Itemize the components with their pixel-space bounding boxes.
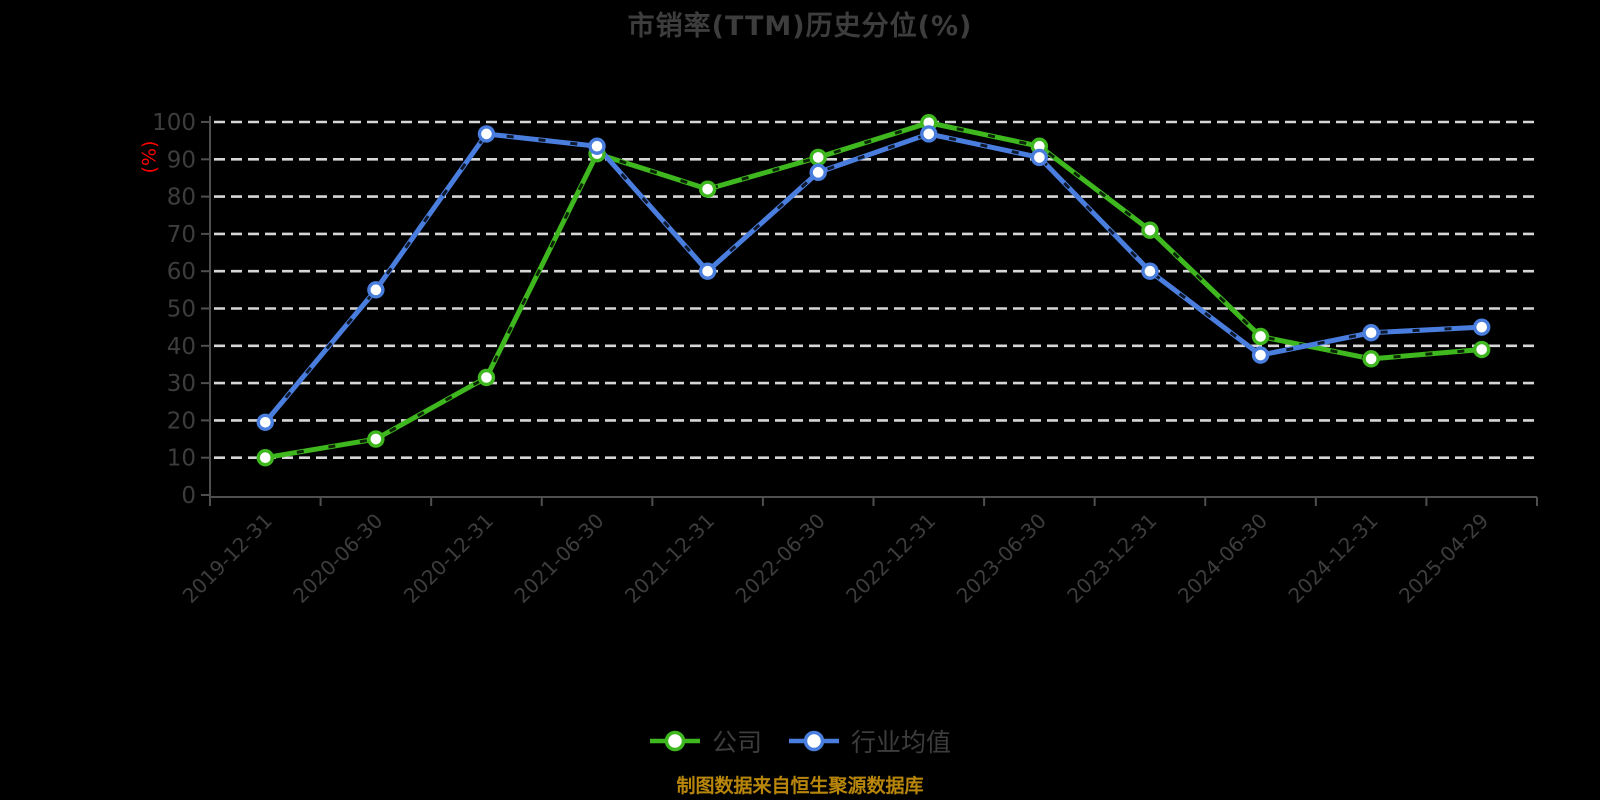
svg-text:20: 20: [167, 408, 196, 434]
grid-lines: [214, 120, 1537, 460]
series-line-company: [262, 120, 1485, 461]
company-series-marker-icon: [649, 730, 700, 752]
svg-text:2020-06-30: 2020-06-30: [288, 509, 387, 608]
legend-label-company: 公司: [711, 728, 762, 757]
svg-text:2023-12-31: 2023-12-31: [1062, 509, 1161, 608]
industry-average-series-marker-icon: [789, 730, 839, 752]
svg-text:40: 40: [167, 334, 196, 360]
axes: [201, 116, 1538, 506]
legend: 公司 行业均值: [0, 723, 1600, 759]
svg-text:100: 100: [152, 110, 196, 136]
chart-title: 市销率(TTM)历史分位(%): [627, 11, 973, 42]
data-source-note: 制图数据来自恒生聚源数据库: [676, 775, 924, 797]
svg-text:90: 90: [167, 147, 196, 173]
y-axis-tick-labels: 0 10 20 30 40 50 60 70 80 90 100: [152, 110, 196, 509]
legend-item-industry-average[interactable]: 行业均值: [788, 723, 951, 759]
svg-text:2022-06-30: 2022-06-30: [731, 509, 830, 608]
series-markers-industry-average: [256, 125, 1491, 431]
svg-text:2021-06-30: 2021-06-30: [509, 509, 608, 608]
svg-text:2020-12-31: 2020-12-31: [399, 509, 498, 608]
svg-text:50: 50: [167, 297, 196, 323]
svg-text:2019-12-31: 2019-12-31: [178, 509, 277, 608]
series-line-industry-average: [262, 131, 1485, 425]
svg-text:2024-12-31: 2024-12-31: [1283, 509, 1382, 608]
svg-text:2023-06-30: 2023-06-30: [952, 509, 1051, 608]
svg-text:60: 60: [167, 259, 196, 285]
svg-text:10: 10: [167, 446, 196, 472]
svg-text:0: 0: [181, 483, 196, 509]
svg-text:2022-12-31: 2022-12-31: [841, 509, 940, 608]
series-markers-company: [256, 114, 1491, 467]
legend-label-industry-average: 行业均值: [851, 728, 952, 757]
svg-text:2025-04-29: 2025-04-29: [1394, 509, 1493, 608]
svg-text:2024-06-30: 2024-06-30: [1173, 509, 1272, 608]
svg-text:70: 70: [167, 222, 196, 248]
svg-text:80: 80: [167, 185, 196, 211]
svg-text:2021-12-31: 2021-12-31: [620, 509, 719, 608]
svg-text:30: 30: [167, 371, 196, 397]
x-axis-tick-labels: 2019-12-31 2020-06-30 2020-12-31 2021-06-30…: [178, 509, 1494, 608]
legend-item-company[interactable]: 公司: [649, 723, 762, 759]
